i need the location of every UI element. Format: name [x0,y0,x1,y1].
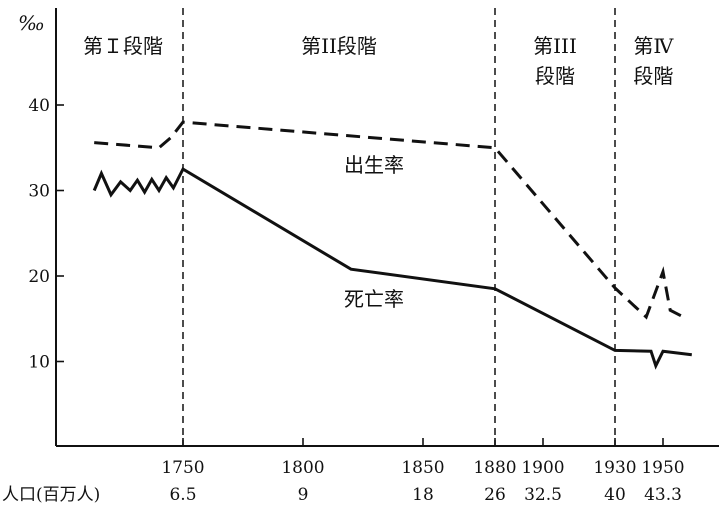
x-tick-label-1800: 1800 [281,458,324,478]
population-value-1750: 6.5 [169,485,196,505]
stage-label-layer: 第Ｉ段階 第II段階 第III 段階 第Ⅳ 段階 [83,34,674,88]
series-label-layer: 出生率 死亡率 [344,153,404,311]
y-tick-label-20: 20 [28,267,50,287]
x-tick-label-1950: 1950 [641,458,684,478]
population-value-1900: 32.5 [524,485,562,505]
stage-label-3-line-2: 段階 [535,64,575,88]
series-label-birth-rate: 出生率 [344,153,404,177]
population-values-layer: 6.5 9 18 26 32.5 40 43.3 [169,485,681,505]
population-row-label: 人口(百万人) [2,485,100,505]
population-value-1850: 18 [412,485,434,505]
stage-boundary-layer [182,8,616,446]
stage-label-2: 第II段階 [301,34,377,58]
x-tick-label-1850: 1850 [401,458,444,478]
population-value-1950: 43.3 [644,485,682,505]
y-tick-label-10: 10 [28,353,50,373]
population-value-1930: 40 [604,485,626,505]
x-tick-label-1900: 1900 [521,458,564,478]
death-rate-line [92,166,692,370]
y-tick-label-30: 30 [28,182,50,202]
stage-label-4-line-2: 段階 [633,64,673,88]
x-tick-label-1750: 1750 [161,458,204,478]
y-unit-label: ‰ [18,11,45,35]
series-layer [92,120,692,370]
population-value-1800: 9 [298,485,309,505]
birth-rate-line [94,120,688,321]
tick-layer: 10 20 30 40 1750 1800 1850 1880 1900 1930 1950 [28,96,684,478]
series-label-death-rate: 死亡率 [344,287,404,311]
x-tick-label-1930: 1930 [593,458,636,478]
stage-label-1: 第Ｉ段階 [83,34,163,58]
x-tick-label-1880: 1880 [473,458,516,478]
stage-label-3-line-1: 第III [533,34,577,58]
population-value-1880: 26 [484,485,506,505]
stage-label-4-line-1: 第Ⅳ [633,34,674,58]
y-tick-label-40: 40 [28,96,50,116]
